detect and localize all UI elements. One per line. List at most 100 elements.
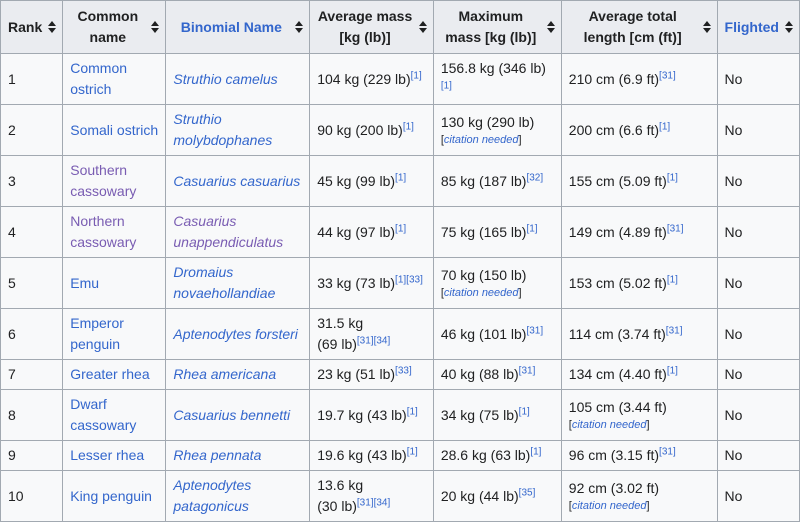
reference-link[interactable]: [1] xyxy=(518,405,530,417)
reference-link[interactable]: [31][34] xyxy=(356,335,391,347)
reference-link[interactable]: [31] xyxy=(659,69,676,81)
binomial-cell: Struthio molybdophanes xyxy=(165,104,311,156)
avg-mass-cell: 23 kg (51 lb)[33] xyxy=(309,359,434,390)
reference-link[interactable]: [33] xyxy=(395,365,412,377)
flighted-cell: No xyxy=(716,104,800,156)
binomial-link[interactable]: Struthio camelus xyxy=(173,70,278,87)
citation-needed-link[interactable]: citation needed xyxy=(571,419,647,432)
length-cell: 105 cm (3.44 ft) [citation needed] xyxy=(560,389,718,441)
binomial-name-link[interactable]: Binomial Name xyxy=(180,18,282,35)
table-row: 5 Emu Dromaius novaehollandiae 33 kg (73… xyxy=(0,257,800,309)
sort-icon[interactable] xyxy=(295,21,304,33)
binomial-link[interactable]: Aptenodytes forsteri xyxy=(173,325,298,342)
reference-link[interactable]: [1] xyxy=(530,446,542,458)
reference-link[interactable]: [1] xyxy=(659,120,671,132)
binomial-link[interactable]: Casuarius casuarius xyxy=(173,172,301,189)
binomial-cell: Aptenodytes forsteri xyxy=(165,308,311,360)
binomial-link[interactable]: Rhea pennata xyxy=(173,447,262,463)
flighted-cell: No xyxy=(716,206,800,258)
reference-link[interactable]: [1] xyxy=(526,222,538,234)
reference-link[interactable]: [1] xyxy=(406,446,418,458)
reference-link[interactable]: [35] xyxy=(518,486,536,498)
col-header-flighted[interactable]: Flighted xyxy=(716,0,800,54)
common-name-cell: Emperor penguin xyxy=(62,308,167,360)
avg-mass-cell: 31.5 kg (69 lb)[31][34] xyxy=(309,308,434,360)
common-name-link[interactable]: King penguin xyxy=(70,487,152,504)
binomial-link[interactable]: Struthio molybdophanes xyxy=(173,111,273,148)
citation-needed-link[interactable]: citation needed xyxy=(443,287,519,300)
binomial-link[interactable]: Dromaius novaehollandiae xyxy=(173,264,276,301)
common-name-cell: Dwarf cassowary xyxy=(62,389,167,441)
citation-needed-link[interactable]: citation needed xyxy=(571,500,647,513)
reference-link[interactable]: [1] xyxy=(666,171,678,183)
col-header-binomial-name[interactable]: Binomial Name xyxy=(165,0,311,54)
common-name-link[interactable]: Dwarf cassowary xyxy=(70,396,137,433)
reference-link[interactable]: [1] xyxy=(395,222,407,234)
reference-link[interactable]: [1] xyxy=(410,69,422,81)
rank-cell: 1 xyxy=(0,53,64,105)
common-name-link[interactable]: Somali ostrich xyxy=(70,121,159,138)
sort-icon[interactable] xyxy=(151,21,160,33)
binomial-link[interactable]: Rhea americana xyxy=(173,366,277,382)
max-mass-cell: 20 kg (44 lb)[35] xyxy=(432,470,562,522)
binomial-link[interactable]: Aptenodytes patagonicus xyxy=(173,477,252,514)
length-cell: 200 cm (6.6 ft)[1] xyxy=(560,104,718,156)
common-name-cell: Lesser rhea xyxy=(62,440,167,471)
rank-cell: 6 xyxy=(0,308,64,360)
common-name-link[interactable]: Southern cassowary xyxy=(70,162,137,199)
sort-icon[interactable] xyxy=(546,21,555,33)
common-name-link[interactable]: Greater rhea xyxy=(70,366,150,382)
rank-cell: 2 xyxy=(0,104,64,156)
reference-link[interactable]: [1] xyxy=(406,405,418,417)
citation-needed-link[interactable]: citation needed xyxy=(443,134,519,147)
avg-mass-cell: 45 kg (99 lb)[1] xyxy=(309,155,434,207)
max-mass-cell: 75 kg (165 lb)[1] xyxy=(432,206,562,258)
binomial-link[interactable]: Casuarius bennetti xyxy=(173,406,291,423)
reference-link[interactable]: [1] xyxy=(666,273,678,285)
flighted-link[interactable]: Flighted xyxy=(724,18,779,35)
reference-link[interactable]: [1] xyxy=(440,80,452,92)
common-name-cell: Emu xyxy=(62,257,167,309)
common-name-link[interactable]: Emperor penguin xyxy=(70,315,124,352)
reference-link[interactable]: [31] xyxy=(526,324,544,336)
common-name-link[interactable]: Lesser rhea xyxy=(70,447,145,463)
sort-icon[interactable] xyxy=(48,21,57,33)
sort-icon[interactable] xyxy=(418,21,427,33)
flighted-cell: No xyxy=(716,359,800,390)
reference-link[interactable]: [31] xyxy=(518,365,536,377)
col-header-average-length[interactable]: Average total length [cm (ft)] xyxy=(560,0,718,54)
reference-link[interactable]: [31][34] xyxy=(356,497,391,509)
reference-link[interactable]: [1][33] xyxy=(395,273,423,285)
sort-icon[interactable] xyxy=(785,21,793,33)
common-name-link[interactable]: Northern cassowary xyxy=(70,213,137,250)
rank-cell: 10 xyxy=(0,470,64,522)
reference-link[interactable]: [31] xyxy=(665,324,683,336)
reference-link[interactable]: [31] xyxy=(666,222,684,234)
length-cell: 153 cm (5.02 ft)[1] xyxy=(560,257,718,309)
reference-link[interactable]: [1] xyxy=(395,171,407,183)
common-name-cell: Greater rhea xyxy=(62,359,167,390)
sort-icon[interactable] xyxy=(702,21,711,33)
reference-link[interactable]: [31] xyxy=(659,446,676,458)
common-name-link[interactable]: Emu xyxy=(70,274,100,291)
reference-link[interactable]: [1] xyxy=(402,120,414,132)
flighted-cell: No xyxy=(716,470,800,522)
col-header-rank[interactable]: Rank xyxy=(0,0,64,54)
common-name-cell: King penguin xyxy=(62,470,167,522)
col-header-maximum-mass[interactable]: Maximum mass [kg (lb)] xyxy=(432,0,562,54)
binomial-cell: Aptenodytes patagonicus xyxy=(165,470,311,522)
binomial-cell: Dromaius novaehollandiae xyxy=(165,257,311,309)
common-name-link[interactable]: Common ostrich xyxy=(70,60,128,97)
col-header-common-name[interactable]: Common name xyxy=(62,0,167,54)
max-mass-cell: 46 kg (101 lb)[31] xyxy=(432,308,562,360)
rank-cell: 3 xyxy=(0,155,64,207)
flighted-cell: No xyxy=(716,440,800,471)
reference-link[interactable]: [1] xyxy=(666,365,678,377)
binomial-cell: Struthio camelus xyxy=(165,53,311,105)
col-header-average-mass[interactable]: Average mass [kg (lb)] xyxy=(309,0,434,54)
rank-cell: 8 xyxy=(0,389,64,441)
binomial-link[interactable]: Casuarius unappendiculatus xyxy=(173,213,284,250)
reference-link[interactable]: [32] xyxy=(526,171,544,183)
citation-needed: [citation needed] xyxy=(440,287,522,300)
max-mass-cell: 70 kg (150 lb) [citation needed] xyxy=(432,257,562,309)
